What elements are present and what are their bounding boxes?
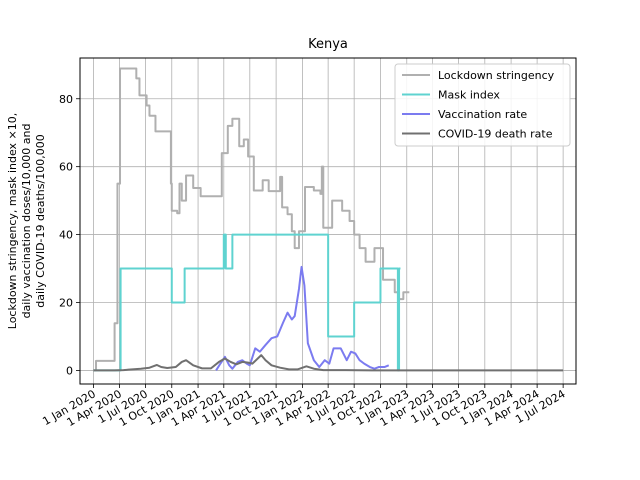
y-axis-label-line: daily vaccination doses/10,000 and (20, 124, 33, 319)
y-tick-label: 20 (59, 297, 73, 310)
series-line-covid-19-death-rate (93, 354, 564, 372)
legend: Lockdown stringency Mask index Vaccination… (394, 63, 571, 147)
y-tick-label: 60 (59, 161, 73, 174)
series-line-vaccination-rate (215, 265, 390, 371)
y-axis-label-line: Lockdown stringency, mask index ×10, (6, 113, 19, 329)
legend-label: Vaccination rate (438, 108, 527, 121)
chart-title: Kenya (308, 37, 348, 52)
y-axis-label: Lockdown stringency, mask index ×10,dail… (6, 113, 47, 329)
legend-label: Lockdown stringency (438, 69, 555, 82)
series-layer (93, 67, 564, 372)
legend-box (394, 63, 571, 147)
legend-label: COVID-19 death rate (438, 128, 553, 141)
y-axis-label-line: daily COVID-19 deaths/100,000 (34, 134, 47, 307)
y-tick-label: 0 (66, 364, 73, 377)
y-tick-label: 80 (59, 93, 73, 106)
legend-label: Mask index (438, 89, 500, 102)
y-tick-label: 40 (59, 229, 73, 242)
series-line-lockdown-stringency (93, 67, 410, 372)
series-line-mask-index (93, 233, 401, 372)
